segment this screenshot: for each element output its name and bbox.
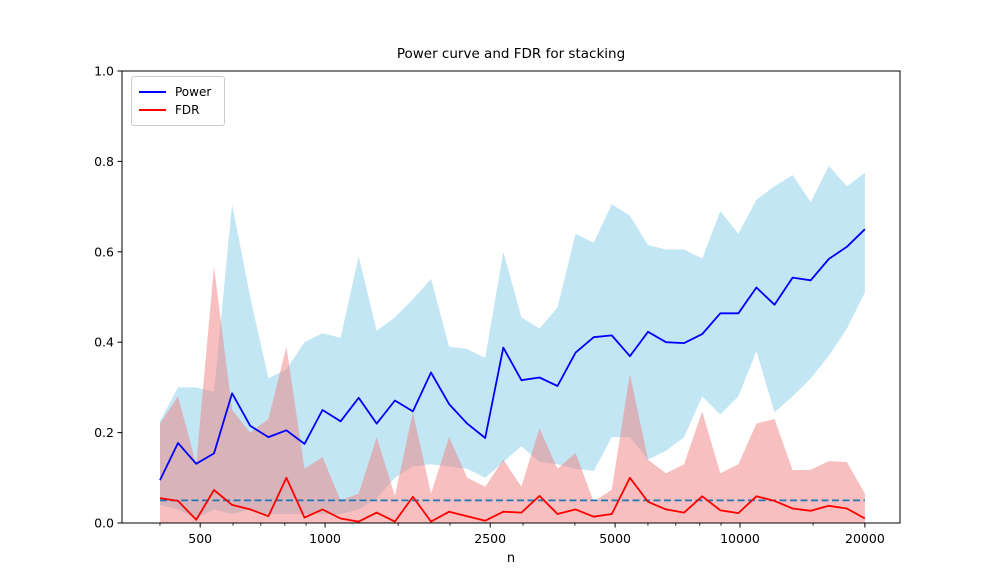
legend-item-fdr: FDR [139, 101, 216, 119]
x-tick-label: 5000 [599, 531, 631, 546]
power-line-swatch [139, 91, 166, 93]
x-tick-label: 2500 [474, 531, 506, 546]
legend-item-power: Power [139, 83, 216, 101]
power-confidence-band [160, 165, 865, 519]
y-tick-label: 0.0 [94, 516, 114, 531]
x-tick-label: 500 [188, 531, 212, 546]
legend-label-fdr: FDR [175, 103, 200, 117]
x-tick-label: 1000 [309, 531, 341, 546]
y-tick-label: 0.4 [94, 335, 114, 350]
chart-title: Power curve and FDR for stacking [396, 46, 626, 62]
plot-border [121, 70, 901, 524]
x-axis-label: n [506, 551, 516, 566]
x-tick-label: 10000 [720, 531, 760, 546]
fdr-line [159, 476, 866, 523]
legend: Power FDR [131, 76, 225, 126]
legend-label-power: Power [175, 85, 212, 99]
y-tick-label: 0.8 [94, 154, 114, 169]
y-tick-label: 1.0 [94, 64, 114, 79]
y-tick-label: 0.2 [94, 425, 114, 440]
fdr-confidence-band [160, 266, 865, 523]
x-tick-label: 20000 [845, 531, 885, 546]
power-line [159, 228, 866, 481]
fdr-line-swatch [139, 109, 166, 111]
y-tick-label: 0.6 [94, 244, 114, 259]
